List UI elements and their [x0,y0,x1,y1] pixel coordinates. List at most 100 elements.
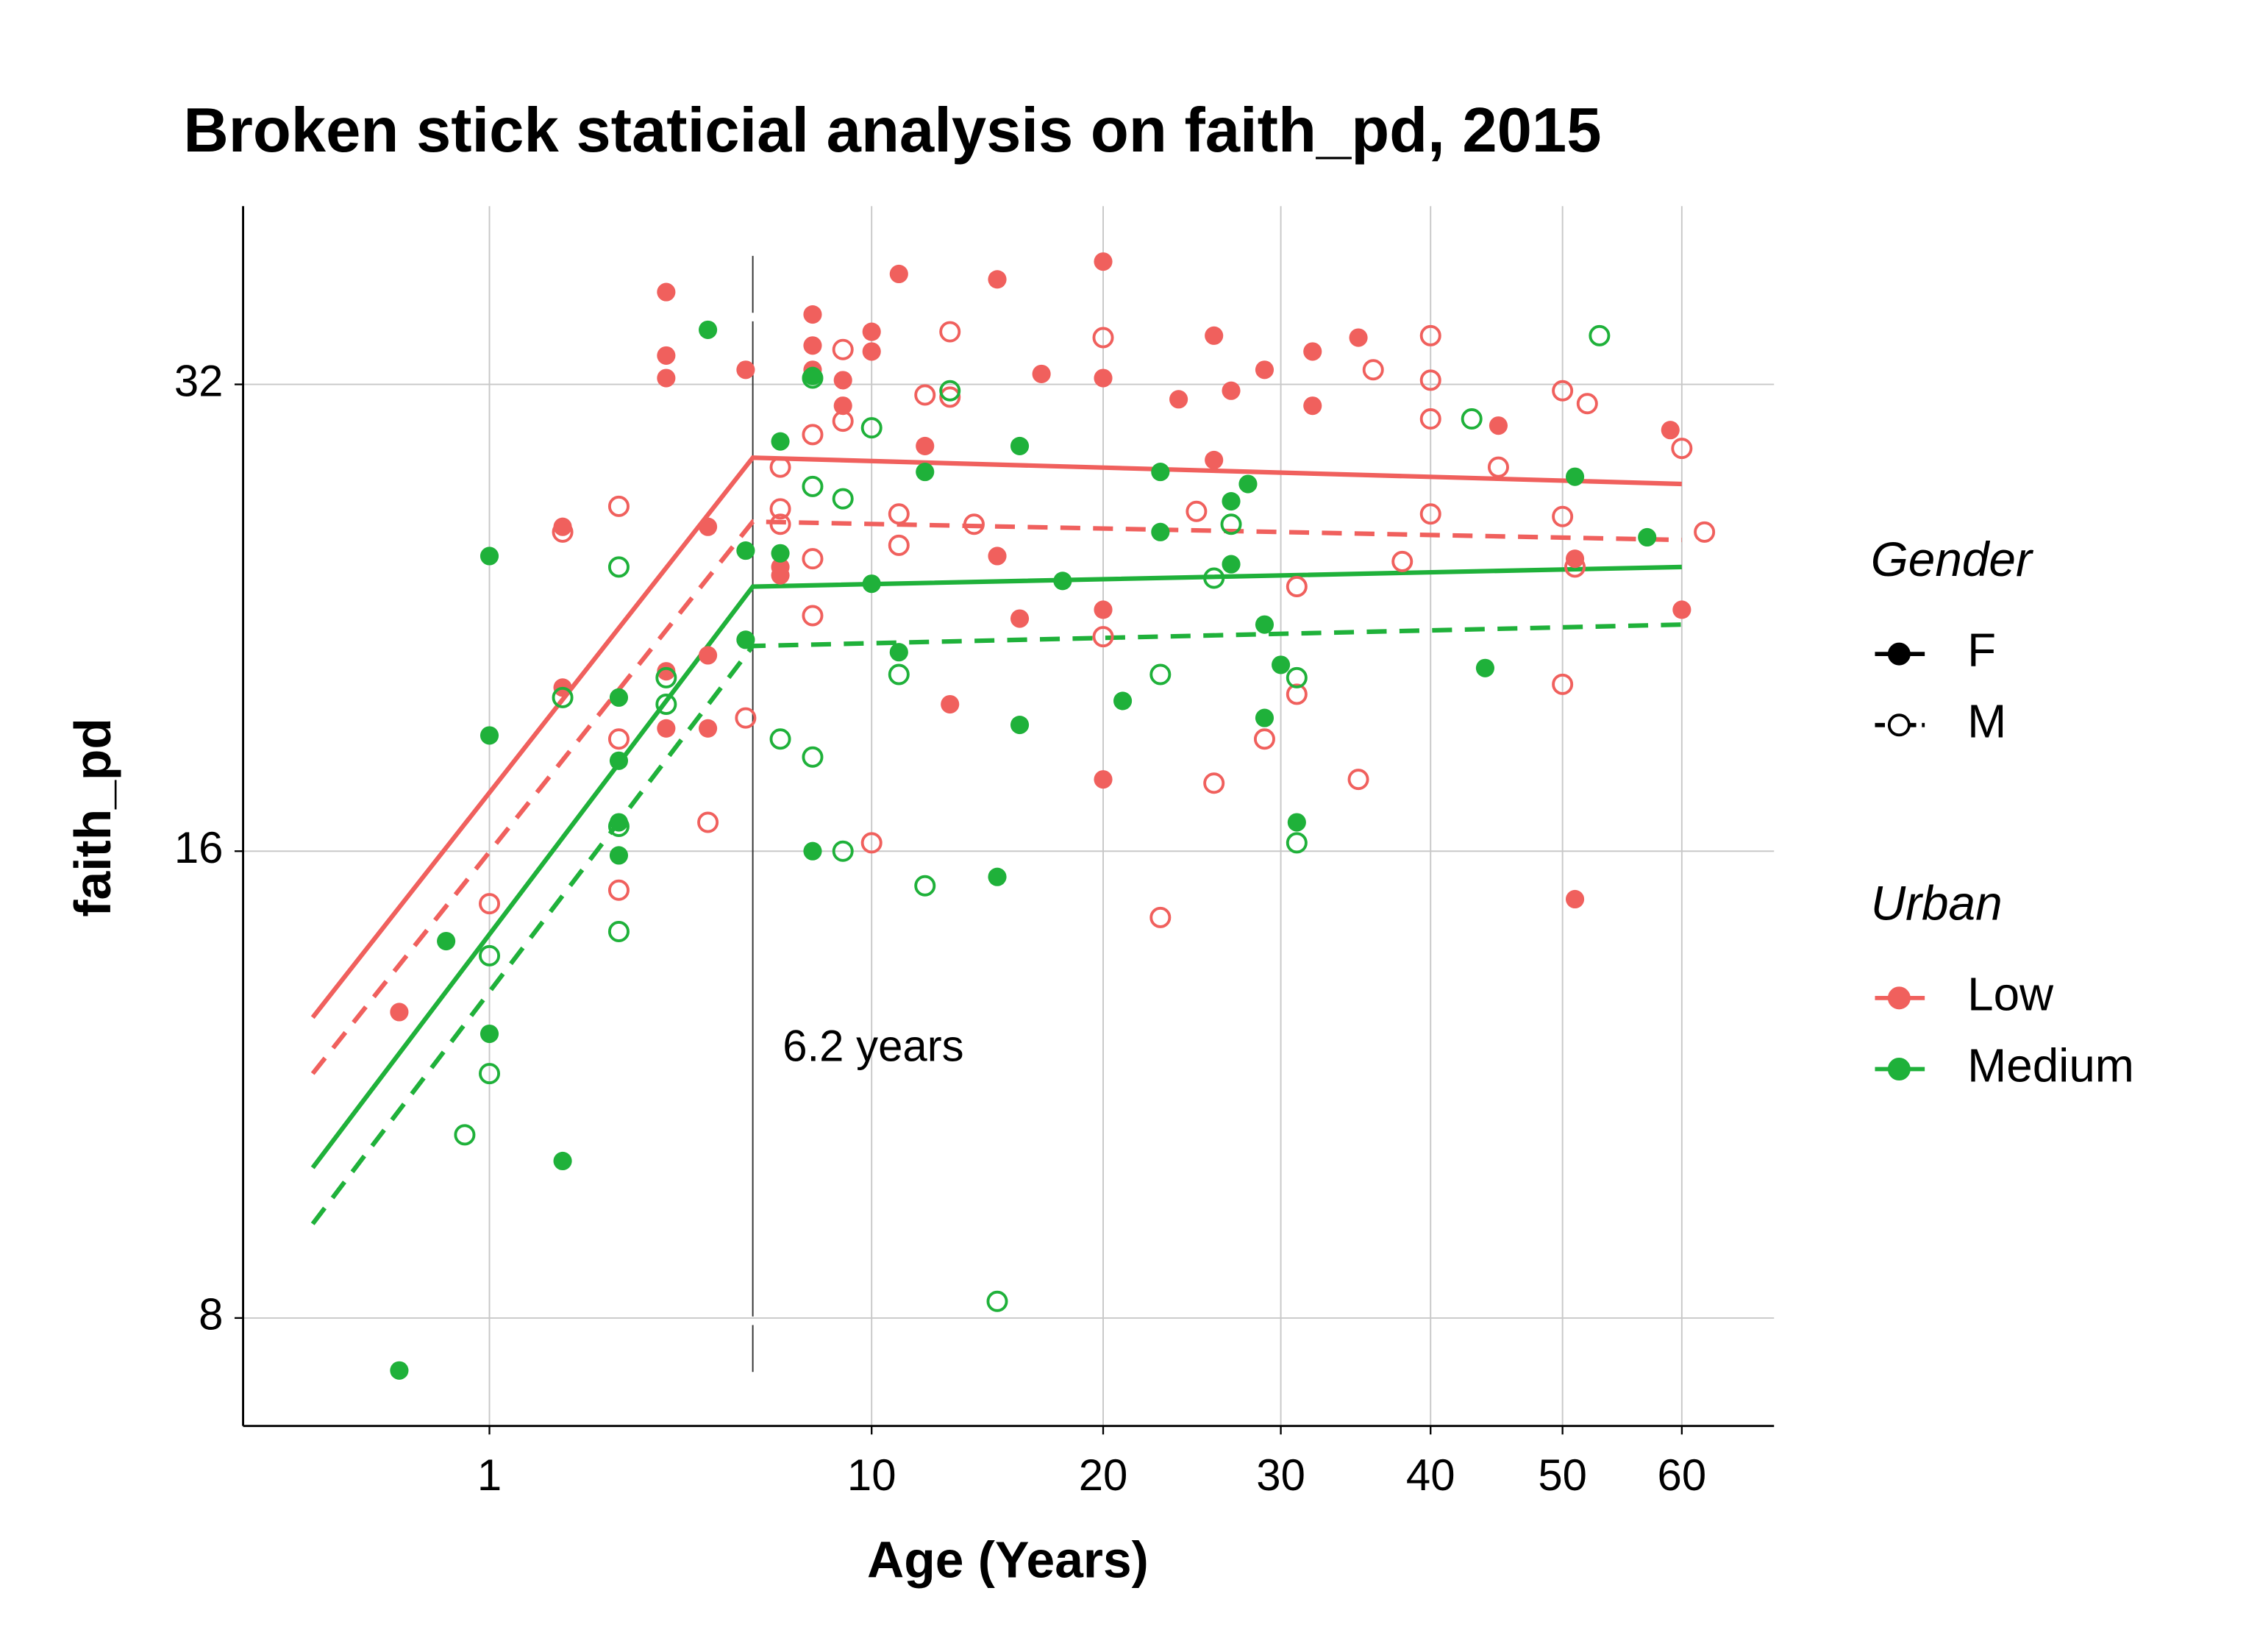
point [1253,728,1275,750]
point [862,322,881,341]
point [1419,503,1441,525]
point [1238,474,1258,494]
legend-label: Low [1967,968,2054,1021]
point [1552,380,1574,402]
point [479,1063,501,1085]
point [479,944,501,966]
point [802,475,824,497]
fit-line [310,622,1682,1225]
point [736,541,755,560]
point [609,846,629,865]
fit-line [310,564,1682,1169]
point [802,424,824,446]
point [1094,252,1113,271]
chart-title: Broken stick staticial analysis on faith… [183,96,1601,165]
point [607,728,630,750]
x-tick-label: 60 [1658,1450,1707,1500]
point [888,503,910,525]
legend-key-point [1887,642,1911,666]
point [914,875,936,897]
point [832,840,854,862]
point [1489,416,1508,435]
x-tick-label: 30 [1256,1450,1305,1500]
point [1255,708,1274,727]
point [986,1290,1008,1312]
point [1272,655,1291,674]
point [1094,770,1113,789]
point [771,544,790,563]
point [862,342,881,361]
point [479,726,499,745]
point [454,1124,476,1146]
fit-line [310,519,1682,1075]
point [1287,813,1306,832]
point [607,921,630,943]
point [1149,906,1172,928]
legend-label: F [1967,624,1996,677]
point [832,410,854,432]
point [939,386,961,408]
point [552,521,574,543]
point [1303,342,1322,361]
point [1552,505,1574,527]
point [1475,658,1494,677]
point [916,463,935,482]
point [1694,521,1716,543]
point [736,630,755,649]
point [657,346,676,365]
point [553,517,572,536]
legend-key-point [1887,1058,1911,1080]
point [697,811,719,833]
point [1671,438,1693,460]
fit-line [310,455,1682,1019]
point [889,264,908,284]
point [1092,327,1114,349]
point [939,380,961,402]
point [862,574,881,594]
point [699,719,718,738]
point [1638,527,1657,547]
point [1487,456,1509,478]
legend-title: Urban [1871,877,2003,930]
x-tick-label: 1 [477,1450,502,1500]
point [833,371,852,390]
point [889,643,908,662]
point [1203,772,1225,794]
point [1094,600,1113,619]
point [1205,450,1224,470]
point [769,456,791,478]
legend-key-point [1887,986,1911,1010]
x-axis-title: Age (Years) [867,1531,1149,1589]
point [390,1361,409,1380]
point [1169,390,1188,409]
point [1589,324,1611,346]
point [1419,408,1441,430]
point [552,686,574,708]
point [479,893,501,915]
point [939,321,961,343]
point [1564,556,1586,578]
point [832,338,854,360]
point [860,832,883,854]
x-tick-label: 50 [1538,1450,1587,1500]
x-tick-label: 10 [847,1450,896,1500]
y-tick-label: 32 [174,356,224,405]
point [988,270,1007,289]
x-tick-label: 20 [1079,1450,1128,1500]
point [1203,567,1225,589]
point [1222,555,1241,574]
point [479,1024,499,1044]
point [833,396,852,416]
point [1113,691,1133,711]
x-tick-label: 40 [1406,1450,1455,1500]
point [1010,715,1030,735]
point [553,1151,572,1171]
point [1419,369,1441,391]
point [802,746,824,768]
point [1151,522,1170,541]
point [941,694,960,714]
point [607,495,630,517]
legend-key-point [1887,713,1911,737]
point [1362,359,1384,381]
